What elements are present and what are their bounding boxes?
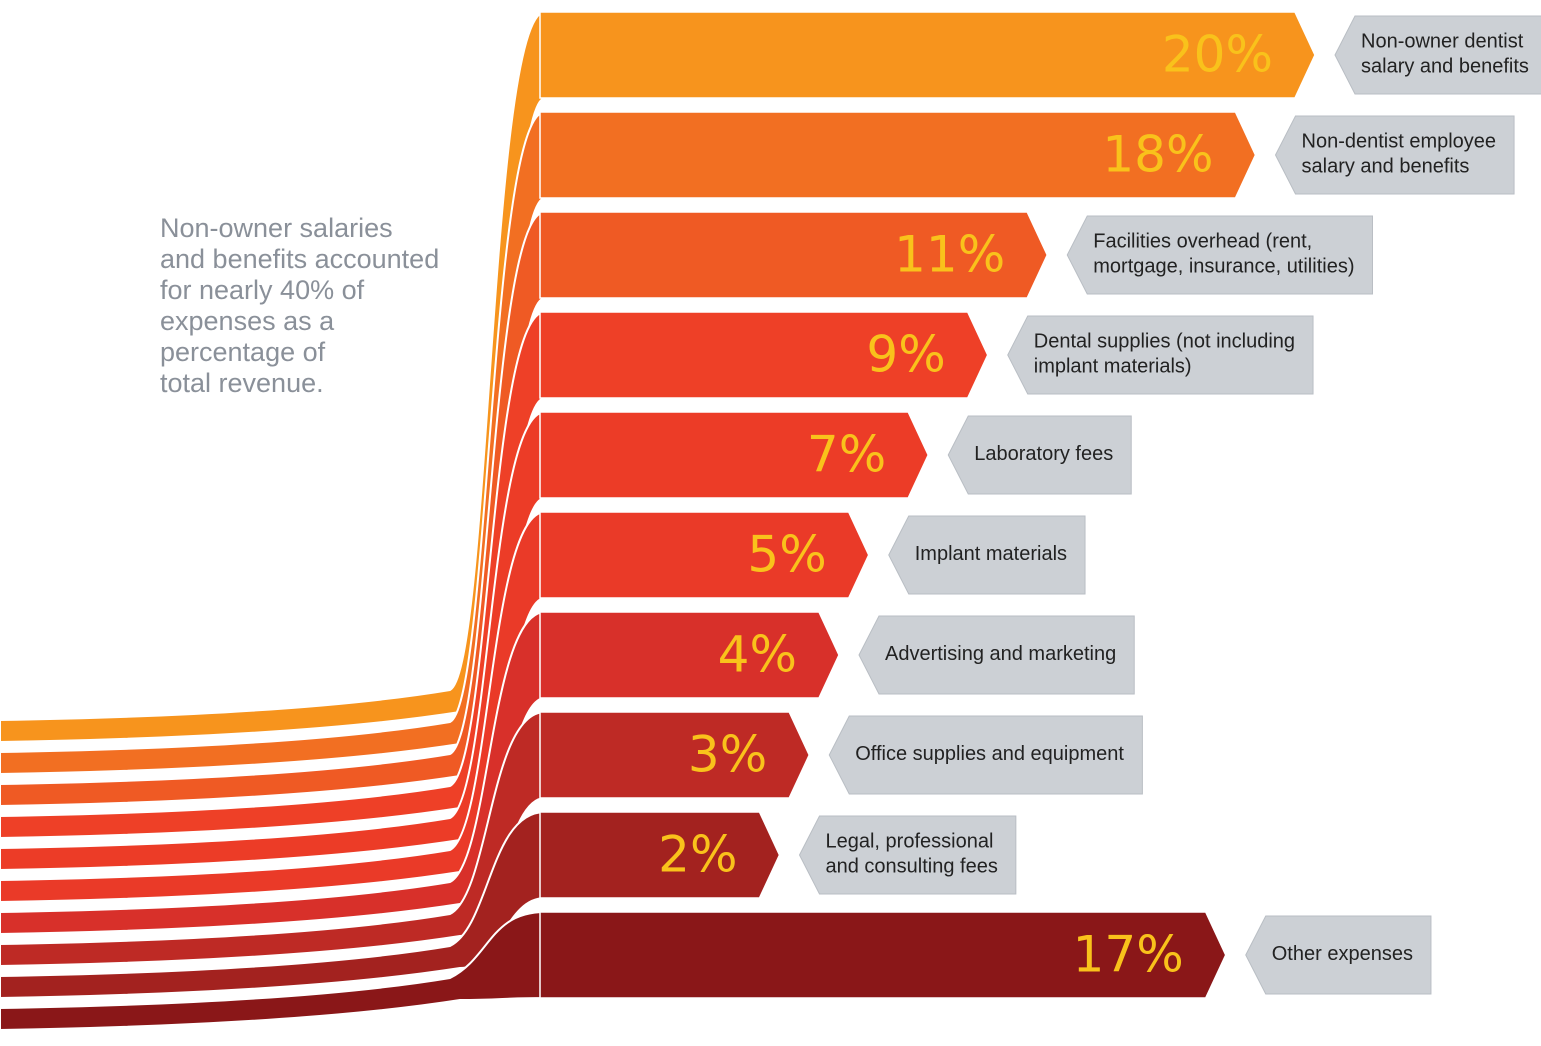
bar: [539, 211, 1049, 299]
bar: [539, 611, 840, 699]
category-label: Laboratory fees: [974, 443, 1113, 465]
label-box: [1007, 315, 1314, 395]
value-label: 5%: [747, 526, 826, 584]
value-label: 9%: [866, 326, 945, 384]
category-label: Dental supplies (not including implant ma…: [1034, 331, 1295, 378]
bar: [539, 111, 1257, 199]
bar: [539, 311, 989, 399]
bar: [539, 811, 781, 899]
category-label: Non-owner dentist salary and benefits: [1361, 31, 1529, 78]
label-box: [828, 715, 1143, 795]
category-label: Legal, professional and consulting fees: [826, 831, 998, 878]
value-label: 7%: [807, 426, 886, 484]
label-box: [947, 415, 1132, 495]
bar: [539, 511, 870, 599]
value-label: 3%: [688, 726, 767, 784]
category-label: Facilities overhead (rent, mortgage, insu…: [1093, 231, 1354, 278]
label-box: [798, 815, 1017, 895]
category-label: Implant materials: [915, 543, 1067, 565]
label-box: [1334, 15, 1541, 95]
category-label: Other expenses: [1272, 943, 1413, 965]
bar: [539, 711, 811, 799]
label-box: [1066, 215, 1373, 295]
bar: [539, 11, 1316, 99]
value-label: 17%: [1073, 926, 1184, 984]
label-box: [1274, 115, 1515, 195]
label-box: [1245, 915, 1432, 995]
label-box: [858, 615, 1135, 695]
category-label: Advertising and marketing: [885, 643, 1116, 665]
value-label: 18%: [1102, 126, 1213, 184]
annotation: Non-owner salaries and benefits accounted…: [160, 213, 439, 398]
bar: [539, 411, 930, 499]
category-label: Office supplies and equipment: [855, 743, 1124, 765]
label-box: [888, 515, 1086, 595]
value-label: 2%: [658, 826, 737, 884]
value-label: 20%: [1162, 26, 1273, 84]
value-label: 11%: [894, 226, 1005, 284]
value-label: 4%: [718, 626, 797, 684]
category-label: Non-dentist employee salary and benefits: [1302, 131, 1497, 178]
bar: [539, 911, 1227, 999]
